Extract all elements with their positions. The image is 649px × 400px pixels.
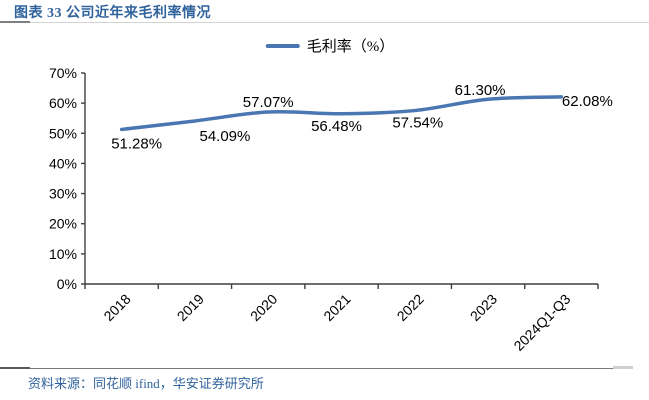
x-category-label: 2024Q1-Q3: [510, 291, 573, 354]
y-tick-label: 60%: [49, 95, 77, 111]
footer-divider: [0, 368, 633, 369]
series-line: [119, 95, 564, 132]
x-category-label: 2020: [247, 291, 280, 324]
y-tick-label: 40%: [49, 155, 77, 171]
chart-legend: 毛利率（%）: [265, 35, 395, 56]
data-label: 54.09%: [199, 128, 250, 145]
data-label: 62.08%: [562, 93, 613, 110]
title-divider-accent: [0, 21, 30, 23]
footer-divider-tail: [613, 366, 633, 369]
legend-line-swatch: [265, 43, 300, 48]
x-category-label: 2023: [467, 291, 500, 324]
footer-divider-accent: [0, 367, 30, 369]
x-category-label: 2022: [394, 291, 427, 324]
x-category-label: 2021: [320, 291, 353, 324]
y-tick-label: 50%: [49, 125, 77, 141]
data-label: 61.30%: [455, 82, 506, 99]
legend-label: 毛利率（%）: [306, 39, 395, 55]
data-label: 51.28%: [111, 135, 162, 152]
y-tick-label: 0%: [57, 276, 77, 292]
title-divider: [0, 22, 649, 23]
y-tick-label: 20%: [49, 216, 77, 232]
data-label: 57.54%: [392, 115, 443, 132]
data-source-note: 资料来源：同花顺 ifind，华安证券研究所: [28, 376, 264, 391]
y-tick-label: 10%: [49, 246, 77, 262]
y-tick-label: 30%: [49, 186, 77, 202]
y-tick-label: 70%: [49, 65, 77, 81]
data-label: 57.07%: [243, 94, 294, 111]
data-label: 56.48%: [311, 118, 362, 135]
x-category-label: 2018: [100, 291, 133, 324]
x-category-label: 2019: [174, 291, 207, 324]
figure-title: 图表 33 公司近年来毛利率情况: [14, 6, 211, 21]
